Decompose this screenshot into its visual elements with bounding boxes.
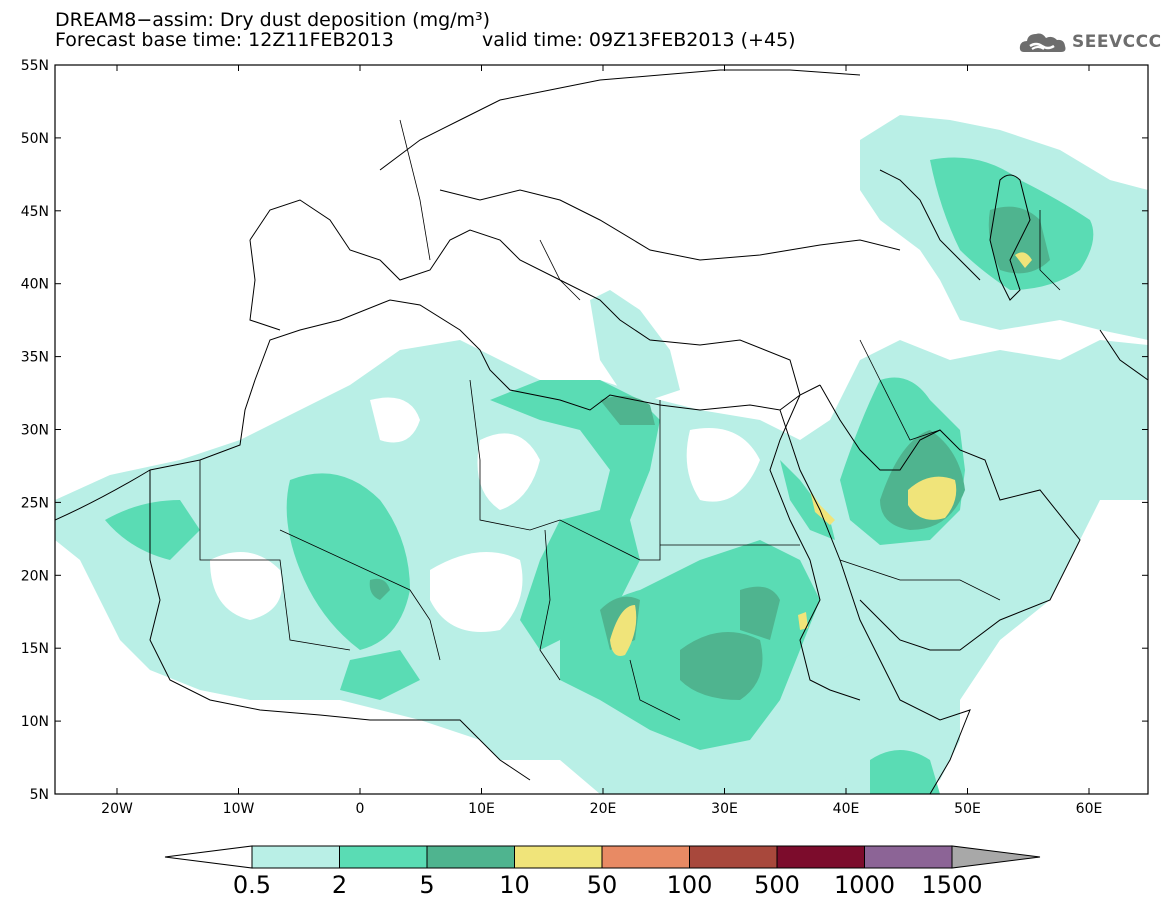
lat-tick-label: 10N: [21, 714, 49, 730]
map-title: DREAM8−assim: Dry dust deposition (mg/m³…: [55, 9, 491, 31]
contour-10: [610, 252, 1032, 656]
colorbar-segment: [776, 845, 865, 869]
colorbar-segment: [251, 845, 340, 869]
colorbar-label: 1000: [834, 871, 895, 899]
colorbar-label: 500: [754, 871, 800, 899]
cloud-logo-icon: [1019, 33, 1066, 52]
lat-tick-label: 25N: [21, 495, 49, 511]
colorbar-label: 5: [419, 871, 434, 899]
lon-tick-label: 60E: [1076, 801, 1103, 817]
lat-tick-label: 45N: [21, 204, 49, 220]
seevccc-logo: SEEVCCC: [1018, 28, 1161, 58]
colorbar-label: 1500: [921, 871, 982, 899]
colorbar-segment: [864, 845, 953, 869]
lon-tick-label: 0: [356, 801, 365, 817]
lat-tick-label: 5N: [30, 787, 49, 803]
colorbar-label: 100: [667, 871, 713, 899]
lon-tick-label: 20E: [590, 801, 617, 817]
lon-tick-label: 10W: [223, 801, 255, 817]
colorbar-segment: [426, 845, 515, 869]
lon-tick-label: 10E: [468, 801, 495, 817]
lat-tick-label: 15N: [21, 641, 49, 657]
contour-holes: [210, 397, 760, 632]
dust-field: [55, 69, 1148, 794]
lon-tick-label: 50E: [954, 801, 981, 817]
colorbar-label: 2: [332, 871, 347, 899]
valid-time: valid time: 09Z13FEB2013 (+45): [482, 29, 796, 51]
colorbar-segment: [339, 845, 428, 869]
forecast-base-time: Forecast base time: 12Z11FEB2013: [55, 29, 394, 51]
country-borders: [199, 119, 1061, 721]
latitude-axis: 55N 50N 45N 40N 35N 30N 25N 20N 15N 10N 5N: [21, 58, 1148, 803]
colorbar-segment: [689, 845, 778, 869]
lat-tick-label: 55N: [21, 58, 49, 74]
colorbar-segment: [601, 845, 690, 869]
contour-5: [369, 206, 1050, 700]
logo-text: SEEVCCC: [1072, 32, 1162, 52]
colorbar-segment: [514, 845, 603, 869]
longitude-axis: 20W 10W 0 10E 20E 30E 40E 50E 60E: [101, 65, 1102, 817]
lat-tick-label: 30N: [21, 423, 49, 439]
colorbar-label: 50: [587, 871, 618, 899]
lon-tick-label: 30E: [711, 801, 738, 817]
lon-tick-label: 20W: [101, 801, 133, 817]
colorbar-max-arrow: [951, 845, 1041, 869]
colorbar-label: 10: [499, 871, 530, 899]
lat-tick-label: 40N: [21, 277, 49, 293]
colorbar: 0.5 2 5 10 50 100 500 1000 1500: [164, 845, 1041, 899]
lat-tick-label: 20N: [21, 568, 49, 584]
lat-tick-label: 50N: [21, 131, 49, 147]
lat-tick-label: 35N: [21, 350, 49, 366]
coastlines: [55, 69, 1148, 794]
colorbar-min-arrow: [164, 845, 253, 869]
colorbar-label: 0.5: [233, 871, 271, 899]
lon-tick-label: 40E: [833, 801, 860, 817]
